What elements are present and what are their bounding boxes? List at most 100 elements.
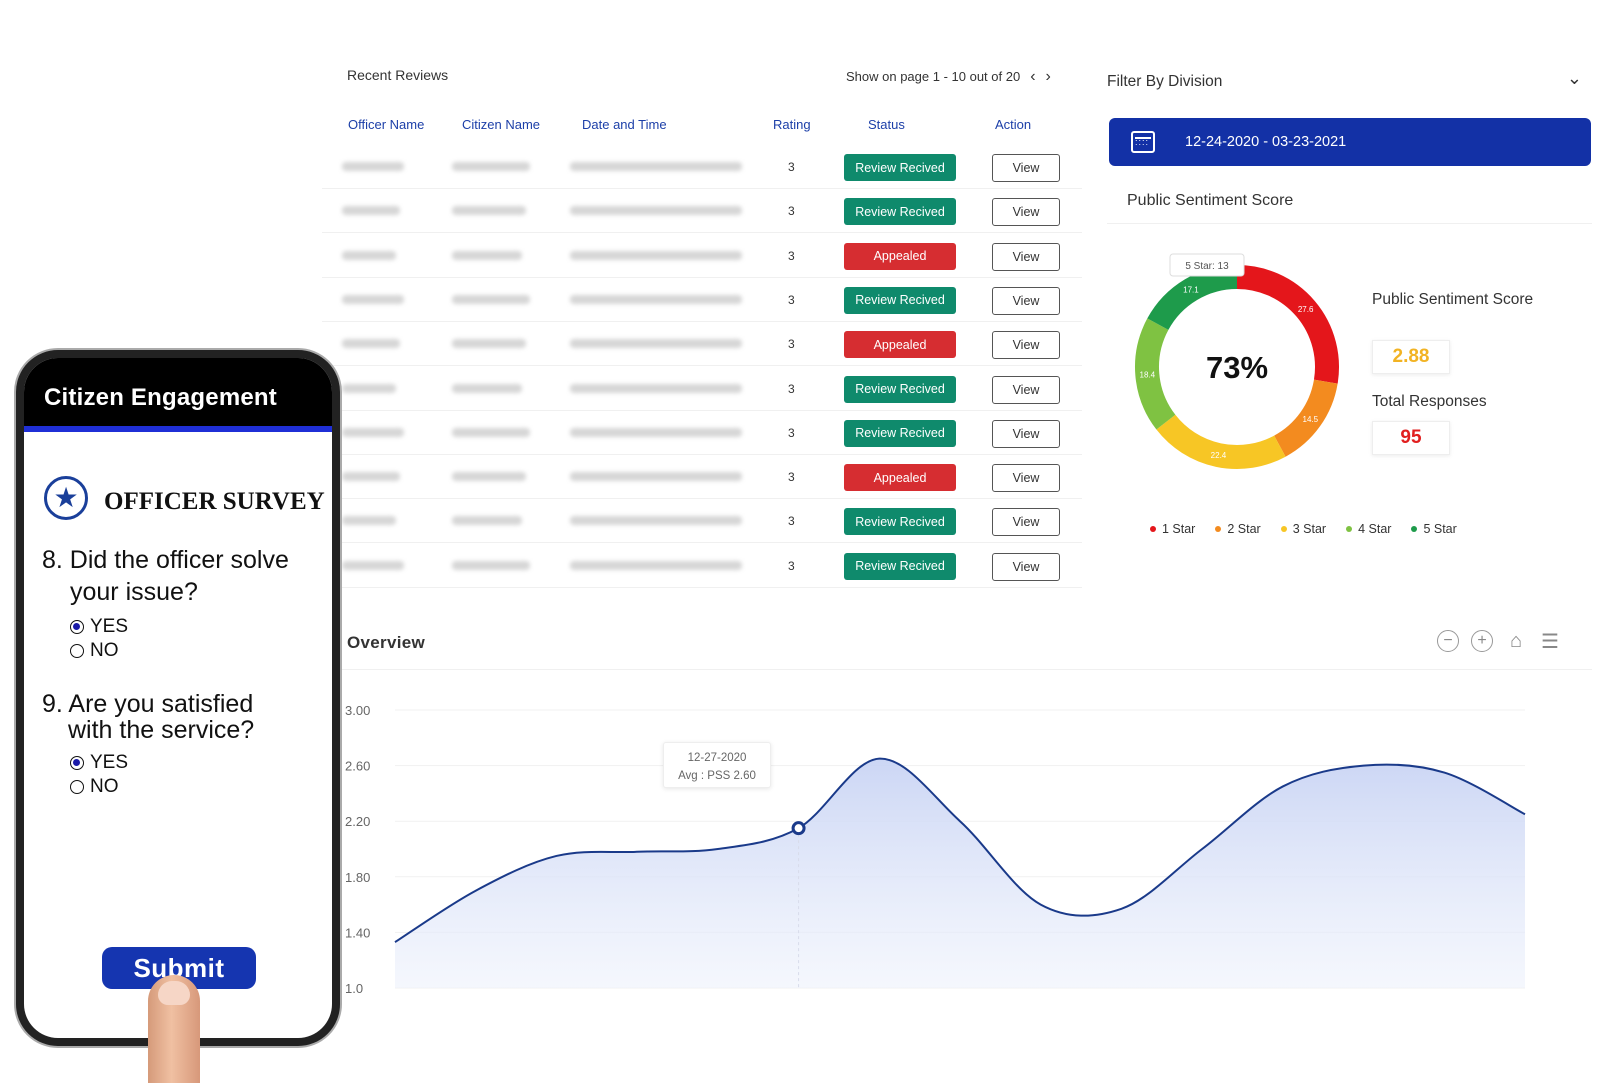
col-status[interactable]: Status	[868, 117, 905, 132]
menu-icon[interactable]: ☰	[1541, 630, 1559, 653]
rating-value: 3	[788, 292, 795, 307]
division-filter[interactable]: Filter By Division ⌄	[1107, 62, 1582, 102]
donut-segment-1-star[interactable]	[1236, 265, 1339, 384]
legend-item[interactable]: 5 Star	[1411, 522, 1457, 536]
legend-label: 2 Star	[1227, 522, 1261, 536]
home-icon[interactable]: ⌂	[1509, 629, 1523, 652]
legend-item[interactable]: 1 Star	[1150, 522, 1195, 536]
donut-segment-3-star[interactable]	[1156, 414, 1286, 469]
question-9: 9. Are you satisfied	[42, 690, 254, 718]
next-page-icon[interactable]: ›	[1045, 67, 1051, 85]
prev-page-icon[interactable]: ‹	[1030, 67, 1036, 85]
highlight-point[interactable]	[791, 821, 806, 836]
status-badge: Review Recived	[844, 419, 956, 447]
responses-label: Total Responses	[1372, 393, 1487, 410]
question-9-cont: with the service?	[68, 716, 255, 744]
date-time-redacted	[570, 206, 742, 216]
status-badge: Review Recived	[844, 198, 956, 226]
date-range-picker[interactable]: 12-24-2020 - 03-23-2021	[1109, 118, 1591, 166]
legend-label: 3 Star	[1292, 522, 1327, 536]
col-action[interactable]: Action	[995, 117, 1032, 132]
rating-value: 3	[788, 204, 795, 219]
officer-name-redacted	[342, 427, 404, 437]
status-badge: Review Recived	[844, 508, 956, 536]
citizen-name-redacted	[452, 294, 530, 304]
zoom-in-icon[interactable]: +	[1471, 630, 1493, 652]
legend-item[interactable]: 4 Star	[1346, 522, 1391, 536]
rating-value: 3	[788, 470, 795, 485]
radio-icon[interactable]	[70, 780, 84, 794]
chevron-down-icon[interactable]: ⌄	[1566, 67, 1582, 88]
view-button[interactable]: View	[992, 286, 1060, 315]
donut-legend: 1 Star 2 Star 3 Star 4 Star 5 Star	[1150, 522, 1457, 536]
q9-no-option[interactable]: NO	[70, 776, 119, 798]
radio-selected-icon[interactable]	[70, 756, 84, 770]
officer-name-redacted	[342, 383, 396, 393]
q8-yes-option[interactable]: YES	[70, 616, 128, 638]
col-date-time[interactable]: Date and Time	[582, 117, 667, 132]
view-button[interactable]: View	[992, 464, 1060, 493]
area-fill	[395, 758, 1525, 988]
y-tick-label: 1.80	[345, 870, 370, 885]
citizen-name-redacted	[452, 206, 526, 216]
division-filter-label: Filter By Division	[1107, 73, 1223, 90]
option-label: NO	[90, 776, 119, 797]
legend-item[interactable]: 2 Star	[1215, 522, 1261, 536]
radio-icon[interactable]	[70, 644, 84, 658]
view-button[interactable]: View	[992, 198, 1060, 227]
officer-name-redacted	[342, 472, 400, 482]
officer-name-redacted	[342, 339, 400, 349]
date-time-redacted	[570, 560, 742, 570]
date-range-text: 12-24-2020 - 03-23-2021	[1185, 134, 1347, 150]
legend-dot	[1280, 526, 1287, 532]
divider	[1107, 223, 1592, 224]
donut-segment-5-star[interactable]	[1147, 265, 1238, 331]
status-badge: Appealed	[844, 242, 956, 270]
view-button[interactable]: View	[992, 508, 1060, 537]
finger-image	[148, 975, 200, 1083]
y-tick-label: 3.00	[345, 703, 370, 718]
donut-tooltip: 5 Star: 13	[1169, 253, 1245, 277]
donut-center-value: 73%	[1206, 350, 1268, 385]
overview-area-chart: 3.00 2.60 2.20 1.80 1.40 1.0	[345, 703, 1526, 996]
option-label: NO	[90, 640, 119, 661]
donut-segment-4-star[interactable]	[1135, 318, 1176, 430]
officer-name-redacted	[342, 206, 400, 216]
view-button[interactable]: View	[992, 552, 1060, 581]
view-button[interactable]: View	[992, 331, 1060, 360]
pager-text: Show on page 1 - 10 out of 20	[846, 69, 1021, 84]
status-badge: Review Recived	[844, 154, 956, 181]
zoom-out-icon[interactable]: −	[1437, 630, 1459, 652]
phone-header: Citizen Engagement	[24, 358, 332, 432]
donut-data-label: 17.1	[1183, 286, 1199, 295]
chart-toolbar: − + ⌂ ☰	[1437, 629, 1561, 653]
donut-segment-2-star[interactable]	[1273, 379, 1338, 457]
donut-data-label: 14.5	[1303, 415, 1319, 424]
tooltip-value: Avg : PSS 2.60	[678, 770, 756, 782]
date-time-redacted	[570, 383, 742, 393]
question-8: 8. Did the officer solve	[42, 546, 289, 574]
table-row: 3 Appealed View	[322, 324, 1082, 367]
col-citizen-name[interactable]: Citizen Name	[462, 117, 541, 132]
rating-value: 3	[788, 248, 795, 263]
citizen-name-redacted	[452, 339, 526, 349]
legend-item[interactable]: 3 Star	[1280, 522, 1327, 536]
radio-selected-icon[interactable]	[70, 620, 84, 634]
officer-name-redacted	[342, 560, 404, 570]
view-button[interactable]: View	[992, 242, 1060, 271]
q9-yes-option[interactable]: YES	[70, 752, 128, 774]
col-rating[interactable]: Rating	[773, 117, 811, 132]
date-time-redacted	[570, 162, 742, 171]
citizen-name-redacted	[452, 383, 522, 393]
citizen-name-redacted	[452, 427, 530, 437]
rating-value: 3	[788, 337, 795, 352]
view-button[interactable]: View	[992, 375, 1060, 404]
view-button[interactable]: View	[992, 154, 1060, 182]
officer-name-redacted	[342, 516, 396, 526]
view-button[interactable]: View	[992, 419, 1060, 448]
score-label: Public Sentiment Score	[1372, 291, 1534, 308]
citizen-name-redacted	[452, 472, 526, 482]
officer-name-redacted	[342, 250, 396, 260]
col-officer-name[interactable]: Officer Name	[348, 117, 425, 132]
q8-no-option[interactable]: NO	[70, 640, 119, 662]
